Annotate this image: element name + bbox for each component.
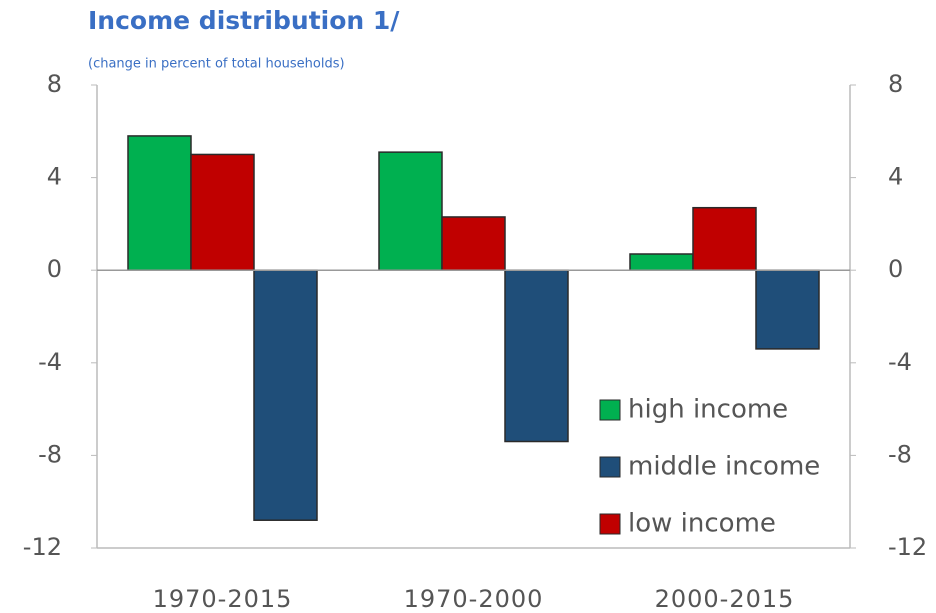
x-tick-label: 1970-2015 — [153, 585, 293, 613]
legend-label: low income — [628, 509, 776, 539]
bar — [253, 269, 318, 521]
x-tick-label: 1970-2000 — [404, 585, 544, 613]
bar — [629, 253, 694, 271]
y2-tick-label: 0 — [888, 255, 903, 283]
y-tick-label: -4 — [38, 348, 62, 376]
legend-swatch — [599, 456, 621, 478]
chart-subtitle: (change in percent of total households) — [88, 57, 345, 72]
bar — [504, 269, 569, 443]
legend-swatch — [599, 399, 621, 421]
y2-tick-label: -4 — [888, 348, 912, 376]
y-tick-label: 0 — [47, 255, 62, 283]
legend-label: high income — [628, 395, 788, 425]
x-tick-label: 2000-2015 — [655, 585, 795, 613]
chart-title: Income distribution 1/ — [88, 6, 400, 35]
y2-tick-label: 4 — [888, 163, 903, 191]
legend-swatch — [599, 513, 621, 535]
y-tick-label: -12 — [23, 533, 62, 561]
y-tick-label: 8 — [47, 70, 62, 98]
y-tick-label: 4 — [47, 163, 62, 191]
bar — [441, 216, 506, 271]
bar — [190, 153, 255, 271]
legend-label: middle income — [628, 452, 820, 482]
y2-tick-label: -12 — [888, 533, 927, 561]
y-tick-label: -8 — [38, 440, 62, 468]
bar — [378, 151, 443, 271]
y2-tick-label: 8 — [888, 70, 903, 98]
y2-tick-label: -8 — [888, 440, 912, 468]
bar — [755, 269, 820, 350]
bar — [692, 206, 757, 271]
bar — [127, 135, 192, 271]
